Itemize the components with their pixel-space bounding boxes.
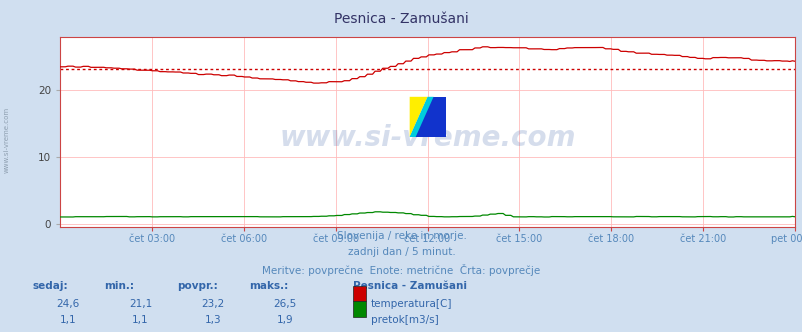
Text: www.si-vreme.com: www.si-vreme.com (3, 106, 10, 173)
Text: Pesnica - Zamušani: Pesnica - Zamušani (334, 12, 468, 26)
Polygon shape (409, 97, 433, 137)
Text: Pesnica - Zamušani: Pesnica - Zamušani (353, 281, 467, 290)
Text: temperatura[C]: temperatura[C] (371, 299, 452, 309)
Text: 1,9: 1,9 (277, 315, 293, 325)
Text: 1,3: 1,3 (205, 315, 221, 325)
Text: Meritve: povprečne  Enote: metrične  Črta: povprečje: Meritve: povprečne Enote: metrične Črta:… (262, 264, 540, 276)
Text: 1,1: 1,1 (132, 315, 148, 325)
Text: 23,2: 23,2 (201, 299, 224, 309)
Polygon shape (409, 97, 445, 137)
Text: povpr.:: povpr.: (176, 281, 217, 290)
Text: maks.:: maks.: (249, 281, 288, 290)
Text: zadnji dan / 5 minut.: zadnji dan / 5 minut. (347, 247, 455, 257)
Text: www.si-vreme.com: www.si-vreme.com (279, 124, 575, 152)
Polygon shape (409, 97, 427, 137)
Text: 21,1: 21,1 (129, 299, 152, 309)
Text: Slovenija / reke in morje.: Slovenija / reke in morje. (336, 231, 466, 241)
Text: 26,5: 26,5 (273, 299, 296, 309)
Text: pretok[m3/s]: pretok[m3/s] (371, 315, 438, 325)
Text: 1,1: 1,1 (60, 315, 76, 325)
Text: min.:: min.: (104, 281, 134, 290)
Text: sedaj:: sedaj: (32, 281, 67, 290)
Text: 24,6: 24,6 (57, 299, 79, 309)
